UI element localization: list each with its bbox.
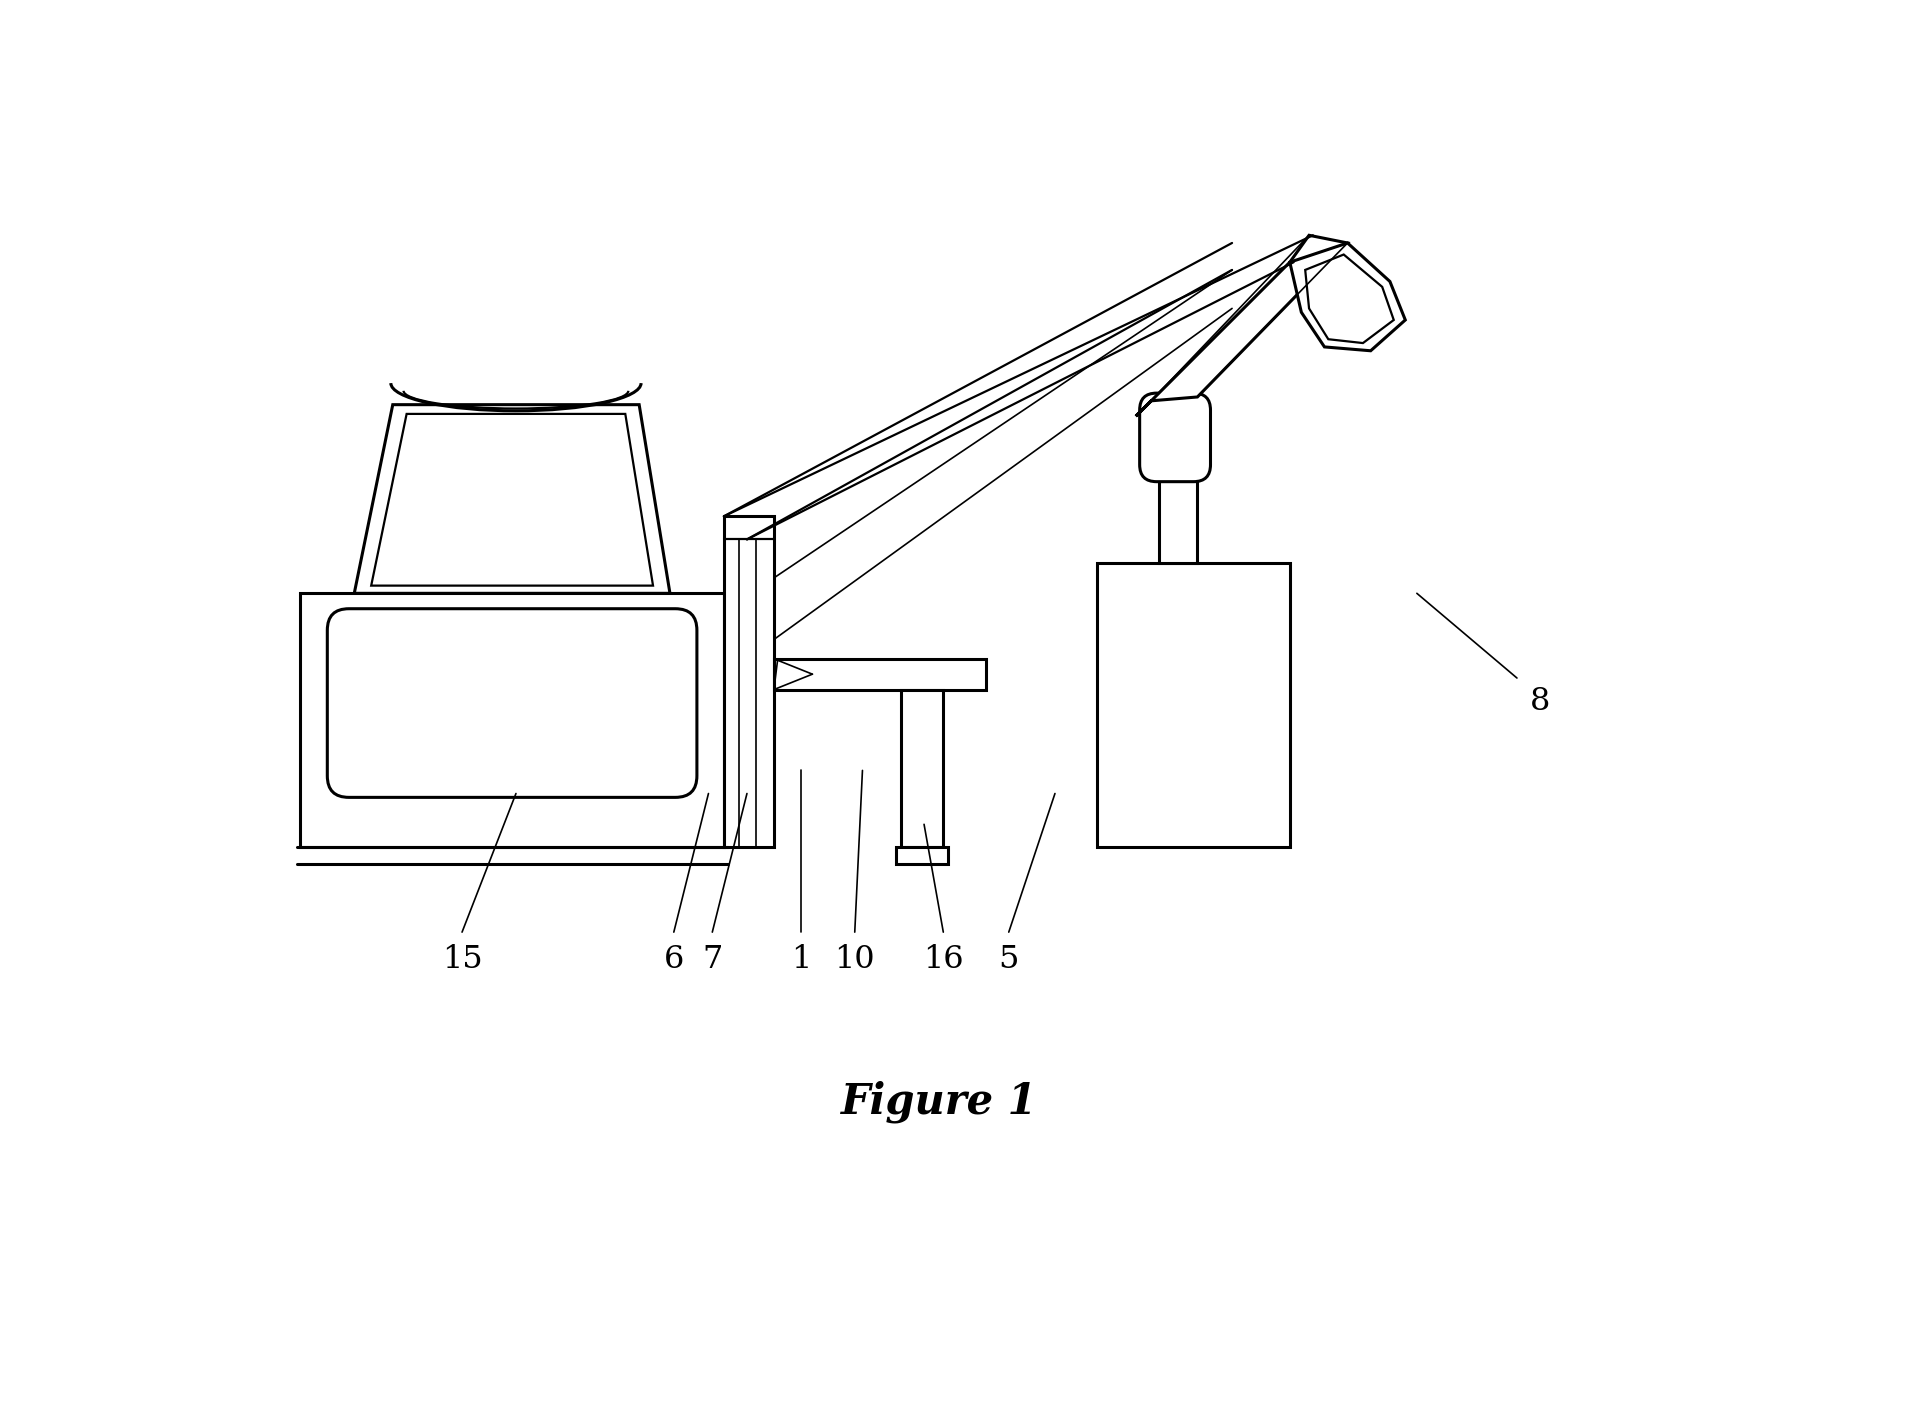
Text: Figure 1: Figure 1: [840, 1080, 1037, 1122]
Text: 15: 15: [440, 944, 483, 974]
Bar: [900, 690, 943, 847]
FancyBboxPatch shape: [327, 608, 697, 797]
Polygon shape: [371, 414, 653, 585]
Polygon shape: [354, 404, 670, 593]
Polygon shape: [1136, 236, 1347, 416]
Polygon shape: [1289, 243, 1405, 351]
Text: 10: 10: [835, 944, 875, 974]
Bar: [299, 593, 723, 847]
Bar: [773, 658, 985, 690]
Text: 7: 7: [701, 944, 723, 974]
Text: 8: 8: [1528, 685, 1549, 717]
Text: 16: 16: [922, 944, 964, 974]
Bar: [1159, 470, 1196, 563]
Polygon shape: [1304, 254, 1393, 343]
Text: 6: 6: [663, 944, 684, 974]
FancyBboxPatch shape: [1140, 393, 1209, 481]
Text: 1: 1: [790, 944, 811, 974]
Bar: [723, 517, 773, 847]
Bar: [1097, 563, 1289, 847]
Bar: [896, 847, 947, 864]
Text: 5: 5: [999, 944, 1018, 974]
